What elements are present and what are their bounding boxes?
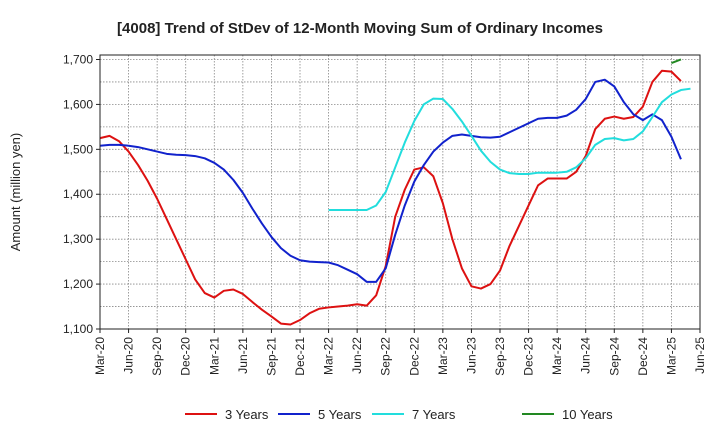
x-tick-label: Mar-25	[664, 337, 678, 375]
x-tick-label: Jun-22	[350, 337, 364, 374]
x-tick-label: Mar-20	[93, 337, 107, 375]
x-tick-label: Sep-21	[264, 337, 278, 376]
chart-title: [4008] Trend of StDev of 12-Month Moving…	[117, 20, 603, 37]
x-tick-label: Sep-24	[607, 337, 621, 376]
x-tick-label: Mar-21	[207, 337, 221, 375]
x-tick-label: Dec-23	[522, 337, 536, 376]
y-tick-label: 1,200	[63, 277, 93, 291]
y-tick-label: 1,500	[63, 142, 93, 156]
x-tick-label: Dec-22	[407, 337, 421, 376]
x-tick-label: Mar-24	[550, 337, 564, 375]
x-tick-label: Sep-23	[493, 337, 507, 376]
y-axis-title: Amount (million yen)	[8, 133, 23, 252]
legend: 3 Years 5 Years 7 Years 10 Years	[185, 407, 613, 422]
grid-layer	[100, 55, 700, 329]
y-tick-label: 1,700	[63, 52, 93, 66]
legend-label: 5 Years	[318, 407, 362, 422]
y-tick-label: 1,100	[63, 322, 93, 336]
x-tick-label: Jun-23	[464, 337, 478, 374]
x-tick-label: Jun-21	[236, 337, 250, 374]
x-tick-label: Dec-20	[179, 337, 193, 376]
y-tick-label: 1,600	[63, 97, 93, 111]
x-tick-label: Sep-22	[379, 337, 393, 376]
series-line-5-years	[99, 78, 682, 283]
legend-label: 3 Years	[225, 407, 269, 422]
x-tick-label: Sep-20	[150, 337, 164, 376]
legend-label: 7 Years	[412, 407, 456, 422]
x-tick-label: Dec-21	[293, 337, 307, 376]
x-tick-label: Jun-25	[693, 337, 707, 374]
legend-label: 10 Years	[562, 407, 613, 422]
x-tick-label: Jun-20	[122, 337, 136, 374]
x-tick-label: Dec-24	[636, 337, 650, 376]
x-tick-label: Mar-23	[436, 337, 450, 375]
plot-frame	[99, 54, 701, 330]
series-line-7-years	[328, 87, 691, 211]
series-line-3-years	[99, 69, 682, 326]
x-tick-layer: Mar-20 Jun-20 Sep-20 Dec-20 Mar-21 Jun-21 Sep-…	[93, 329, 707, 376]
x-tick-label: Jun-24	[579, 337, 593, 374]
series-line-10-years	[671, 58, 682, 65]
x-tick-label: Mar-22	[322, 337, 336, 375]
y-tick-label: 1,400	[63, 187, 93, 201]
series-layer	[99, 58, 691, 326]
y-tick-layer: 1,100 1,200 1,300 1,400 1,500 1,600 1,700	[63, 52, 100, 336]
y-tick-label: 1,300	[63, 232, 93, 246]
